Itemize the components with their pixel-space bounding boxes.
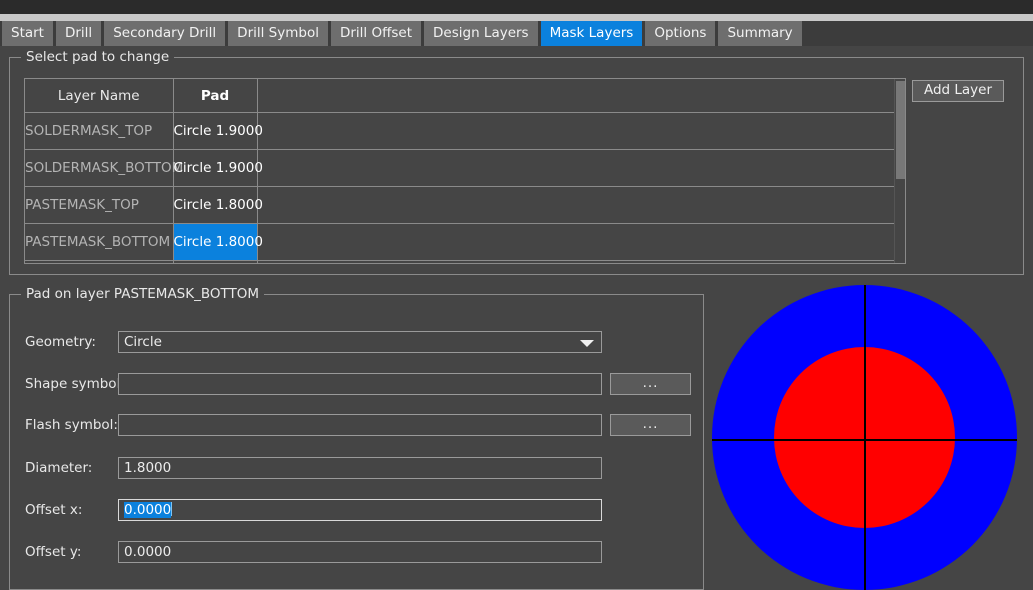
tab-design-layers[interactable]: Design Layers xyxy=(424,21,538,46)
wizard-tab-bar: Start Drill Secondary Drill Drill Symbol… xyxy=(0,21,1033,46)
column-header-pad[interactable]: Pad xyxy=(173,79,258,113)
cell-empty[interactable] xyxy=(257,223,905,261)
offset-y-row: Offset y: 0.0000 xyxy=(10,541,703,563)
cell-layer-name[interactable]: PASTEMASK_TOP xyxy=(25,186,174,224)
preview-crosshair-vertical xyxy=(864,285,866,590)
tab-secondary-drill[interactable]: Secondary Drill xyxy=(104,21,226,46)
cell-layer-name[interactable]: PASTEMASK_BOTTOM xyxy=(25,223,174,261)
table-row-selected[interactable]: PASTEMASK_BOTTOM Circle 1.8000 xyxy=(25,223,905,261)
cell-layer-name[interactable]: SOLDERMASK_BOTTOM xyxy=(25,149,183,187)
offset-y-input[interactable]: 0.0000 xyxy=(118,541,602,563)
table-row[interactable]: SOLDERMASK_BOTTOM Circle 1.9000 xyxy=(25,149,905,187)
select-pad-group: Select pad to change Layer Name Pad SOLD… xyxy=(9,50,1024,275)
shape-symbol-browse-button[interactable]: ... xyxy=(610,373,691,395)
cell-pad[interactable]: Circle 1.9000 xyxy=(173,149,263,187)
diameter-label: Diameter: xyxy=(25,460,93,476)
geometry-label: Geometry: xyxy=(25,334,96,350)
table-header-row: Layer Name Pad xyxy=(25,79,905,113)
cell-pad[interactable]: Circle 1.8000 xyxy=(173,186,263,224)
geometry-select[interactable]: Circle xyxy=(118,331,602,353)
cell-layer-name[interactable] xyxy=(25,260,174,263)
offset-x-label: Offset x: xyxy=(25,502,83,518)
cell-empty[interactable] xyxy=(257,260,905,263)
table-row[interactable]: None xyxy=(25,260,905,263)
tab-drill-offset[interactable]: Drill Offset xyxy=(330,21,422,46)
chevron-down-icon[interactable] xyxy=(580,340,594,347)
flash-symbol-label: Flash symbol: xyxy=(25,417,118,433)
geometry-row: Geometry: Circle xyxy=(10,331,703,353)
offset-x-input[interactable]: 0.0000 xyxy=(118,499,602,521)
pad-on-layer-group: Pad on layer PASTEMASK_BOTTOM Geometry: … xyxy=(9,287,704,590)
table-row[interactable]: PASTEMASK_TOP Circle 1.8000 xyxy=(25,186,905,224)
offset-y-label: Offset y: xyxy=(25,544,82,560)
cell-empty[interactable] xyxy=(257,186,905,224)
tab-summary[interactable]: Summary xyxy=(718,21,802,46)
pad-table: Layer Name Pad SOLDERMASK_TOP Circle 1.9… xyxy=(25,79,905,263)
flash-symbol-input[interactable] xyxy=(118,414,602,436)
shape-symbol-input[interactable] xyxy=(118,373,602,395)
diameter-row: Diameter: 1.8000 xyxy=(10,457,703,479)
cell-empty[interactable] xyxy=(257,149,905,187)
offset-x-row: Offset x: 0.0000 xyxy=(10,499,703,521)
text-caret xyxy=(171,502,173,516)
column-header-empty[interactable] xyxy=(257,79,905,113)
cell-layer-name[interactable]: SOLDERMASK_TOP xyxy=(25,112,174,150)
table-row[interactable]: SOLDERMASK_TOP Circle 1.9000 xyxy=(25,112,905,150)
tab-drill-symbol[interactable]: Drill Symbol xyxy=(228,21,328,46)
offset-x-value: 0.0000 xyxy=(124,502,172,518)
window-titlebar xyxy=(0,0,1033,14)
menu-strip xyxy=(0,14,1033,21)
pad-table-frame: Layer Name Pad SOLDERMASK_TOP Circle 1.9… xyxy=(24,78,906,264)
cell-pad-selected[interactable]: Circle 1.8000 xyxy=(173,223,263,261)
shape-symbol-row: Shape symbol: ... xyxy=(10,373,703,395)
cell-empty[interactable] xyxy=(257,112,905,150)
cell-pad[interactable]: Circle 1.9000 xyxy=(173,112,263,150)
shape-symbol-label: Shape symbol: xyxy=(25,376,125,392)
tab-start[interactable]: Start xyxy=(2,21,53,46)
cell-pad[interactable]: None xyxy=(173,260,258,263)
flash-symbol-browse-button[interactable]: ... xyxy=(610,414,691,436)
tab-options[interactable]: Options xyxy=(645,21,716,46)
column-header-layer-name[interactable]: Layer Name xyxy=(25,79,174,113)
pad-on-layer-group-title: Pad on layer PASTEMASK_BOTTOM xyxy=(21,287,265,302)
tab-drill[interactable]: Drill xyxy=(55,21,102,46)
geometry-value: Circle xyxy=(124,334,162,350)
pad-table-scrollbar[interactable] xyxy=(894,79,905,263)
select-pad-group-title: Select pad to change xyxy=(21,50,175,65)
scrollbar-thumb[interactable] xyxy=(896,81,905,179)
tab-mask-layers[interactable]: Mask Layers xyxy=(540,21,643,46)
pad-preview xyxy=(704,285,1033,590)
diameter-input[interactable]: 1.8000 xyxy=(118,457,602,479)
add-layer-button[interactable]: Add Layer xyxy=(912,80,1004,102)
flash-symbol-row: Flash symbol: ... xyxy=(10,414,703,436)
